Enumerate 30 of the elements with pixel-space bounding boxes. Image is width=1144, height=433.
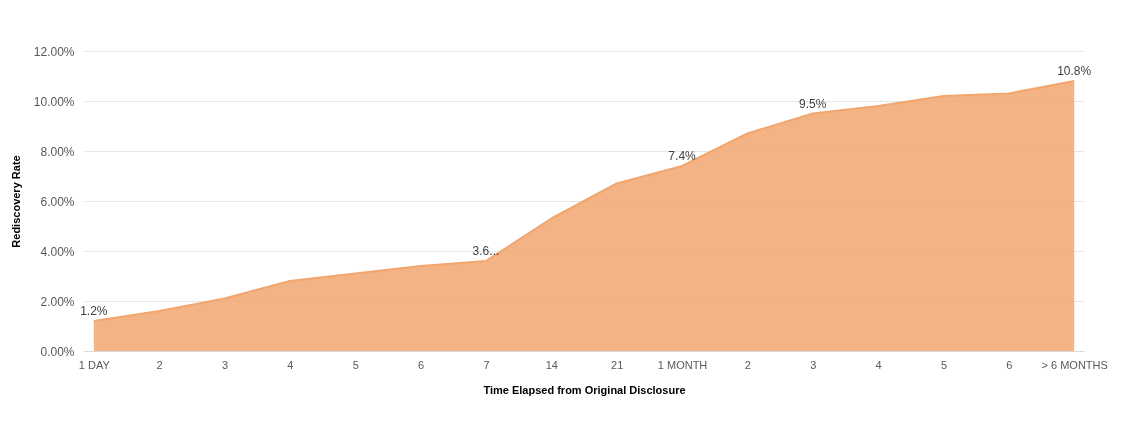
y-tick-label: 8.00% — [40, 144, 75, 159]
data-label: 1.2% — [80, 304, 108, 318]
x-tick-label: 4 — [287, 358, 294, 371]
y-axis-title: Rediscovery Rate — [9, 155, 22, 248]
x-tick-label: 3 — [221, 358, 229, 371]
x-tick-label: 2 — [744, 358, 751, 371]
y-tick-label: 10.00% — [33, 94, 75, 109]
y-tick-label: 4.00% — [40, 244, 75, 259]
x-tick-label: 6 — [418, 358, 425, 371]
x-tick-label: 5 — [352, 358, 359, 371]
x-tick-label: 4 — [875, 358, 882, 371]
x-tick-label: > 6 MONTHS — [1041, 358, 1108, 371]
x-tick-label: 3 — [810, 358, 817, 371]
data-label: 10.8% — [1057, 64, 1092, 78]
y-tick-label: 0.00% — [40, 344, 75, 359]
x-tick-label: 1 DAY — [78, 358, 111, 371]
x-tick-label: 5 — [940, 358, 948, 371]
x-tick-label: 14 — [545, 358, 558, 371]
x-tick-label: 6 — [1006, 358, 1013, 371]
y-tick-label: 2.00% — [40, 294, 75, 309]
y-tick-label: 12.00% — [33, 44, 75, 59]
data-label: 3.6... — [472, 244, 500, 258]
x-tick-label: 1 MONTH — [657, 358, 708, 371]
data-label: 9.5% — [799, 96, 827, 111]
y-tick-label: 6.00% — [40, 194, 75, 209]
x-tick-label: 2 — [156, 358, 163, 371]
data-label: 7.4% — [668, 149, 697, 163]
x-axis-title: Time Elapsed from Original Disclosure — [483, 383, 686, 396]
x-tick-label: 7 — [483, 358, 490, 371]
x-tick-label: 21 — [611, 358, 624, 371]
